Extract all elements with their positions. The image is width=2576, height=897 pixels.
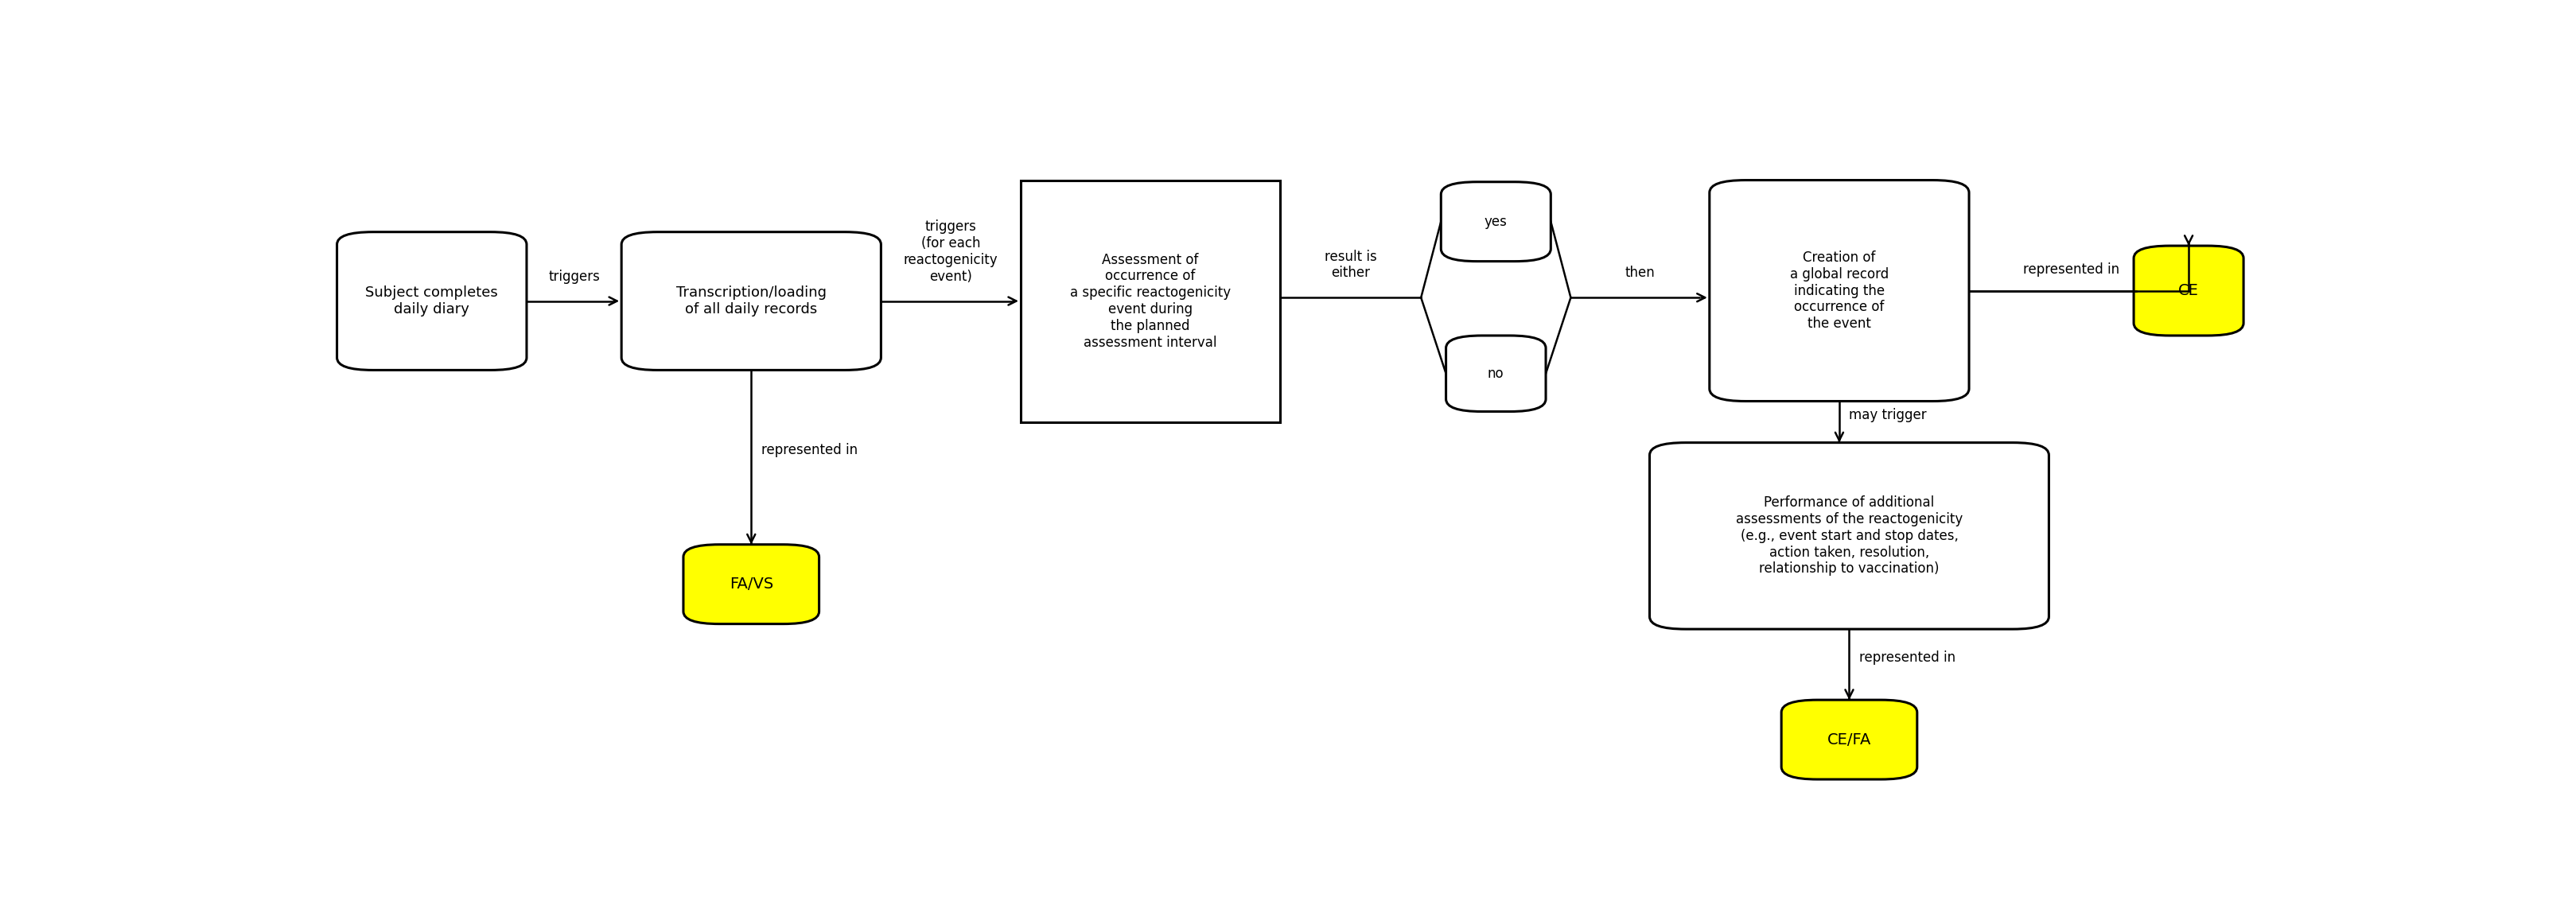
Text: represented in: represented in (2022, 263, 2120, 277)
Text: FA/VS: FA/VS (729, 577, 773, 592)
Text: CE/FA: CE/FA (1826, 732, 1870, 747)
Text: triggers
(for each
reactogenicity
event): triggers (for each reactogenicity event) (904, 220, 997, 283)
Text: Performance of additional
assessments of the reactogenicity
(e.g., event start a: Performance of additional assessments of… (1736, 496, 1963, 576)
Text: Creation of
a global record
indicating the
occurrence of
the event: Creation of a global record indicating t… (1790, 250, 1888, 331)
Text: Transcription/loading
of all daily records: Transcription/loading of all daily recor… (675, 285, 827, 317)
Text: represented in: represented in (1860, 650, 1955, 665)
Text: result is
either: result is either (1324, 249, 1376, 280)
FancyBboxPatch shape (1649, 442, 2048, 629)
Text: CE: CE (2179, 283, 2200, 298)
FancyBboxPatch shape (1783, 700, 1917, 779)
FancyBboxPatch shape (621, 232, 881, 370)
FancyBboxPatch shape (2133, 246, 2244, 335)
Text: may trigger: may trigger (1850, 408, 1927, 422)
Text: Subject completes
daily diary: Subject completes daily diary (366, 285, 497, 317)
Text: no: no (1489, 366, 1504, 380)
Text: represented in: represented in (762, 443, 858, 457)
FancyBboxPatch shape (1445, 335, 1546, 412)
FancyBboxPatch shape (337, 232, 526, 370)
Text: triggers: triggers (549, 269, 600, 283)
Text: Assessment of
occurrence of
a specific reactogenicity
event during
the planned
a: Assessment of occurrence of a specific r… (1069, 253, 1231, 350)
Bar (1020, 180, 1280, 422)
FancyBboxPatch shape (1440, 182, 1551, 261)
FancyBboxPatch shape (683, 544, 819, 624)
Text: then: then (1625, 266, 1656, 280)
Text: yes: yes (1484, 214, 1507, 229)
FancyBboxPatch shape (1710, 180, 1968, 401)
